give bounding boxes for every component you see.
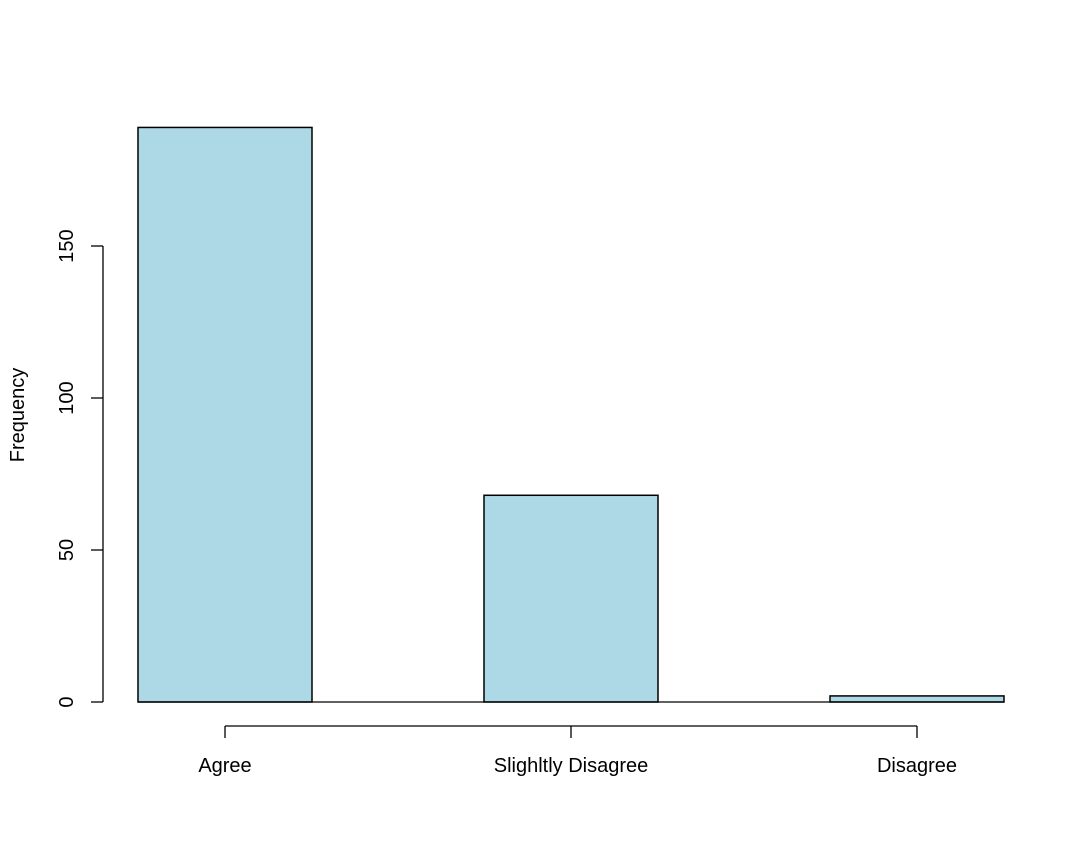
bars [137,126,1005,703]
bar-disagree [829,695,1005,703]
y-tick-label: 150 [56,229,78,262]
bar-slighltly-disagree [483,494,659,703]
y-axis: 0 50 100 150 [56,229,104,708]
y-tick-label: 50 [56,539,78,561]
y-tick-label: 100 [56,381,78,414]
x-tick-label: Disagree [877,755,957,777]
x-axis: Agree Slighltly Disagree Disagree [198,725,957,777]
bar-agree [137,126,313,703]
x-tick-label: Slighltly Disagree [494,755,649,777]
x-tick-label: Agree [198,755,251,777]
y-axis-title: Frequency [7,368,29,463]
y-tick-label: 0 [56,696,78,707]
